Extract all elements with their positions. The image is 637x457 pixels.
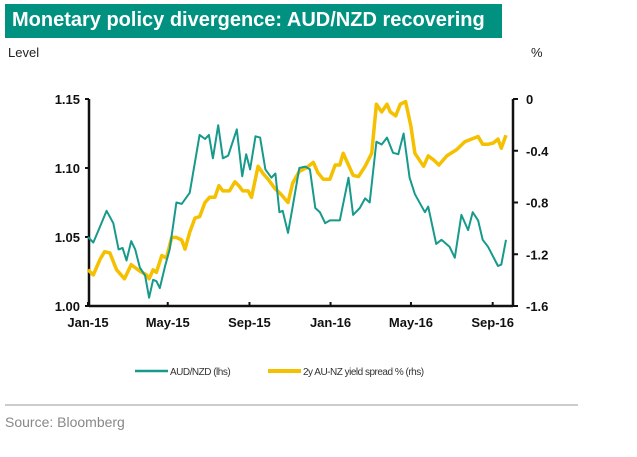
x-tick-label: May-15 [146,315,190,330]
yield-spread-line [86,99,508,281]
audnzd-line [87,124,507,299]
right-y-tick-label: -1.2 [526,247,548,262]
right-axis-label: % [531,45,543,60]
legend-label-audnzd: AUD/NZD (lhs) [170,367,230,378]
x-tick-label: Sep-15 [228,315,271,330]
x-tick-label: May-16 [389,315,433,330]
right-y-tick-label: -0.4 [526,144,549,159]
x-tick-label: Jan-16 [310,315,351,330]
source-note: Source: Bloomberg [5,414,125,430]
right-y-tick-label: -1.6 [526,299,548,314]
left-y-tick-label: 1.00 [55,299,80,314]
left-y-tick-label: 1.05 [55,230,80,245]
left-y-tick-label: 1.10 [55,161,80,176]
right-y-tick-label: 0 [526,92,533,107]
left-y-tick-label: 1.15 [55,92,80,107]
chart-title: Monetary policy divergence: AUD/NZD reco… [12,9,485,31]
right-y-tick-label: -0.8 [526,196,548,211]
divider [5,404,578,406]
x-tick-label: Sep-16 [471,315,514,330]
chart-title-bar: Monetary policy divergence: AUD/NZD reco… [5,4,502,38]
legend-label-spread: 2y AU-NZ yield spread % (rhs) [303,367,424,378]
left-axis-label: Level [8,45,40,60]
x-tick-label: Jan-15 [67,315,108,330]
